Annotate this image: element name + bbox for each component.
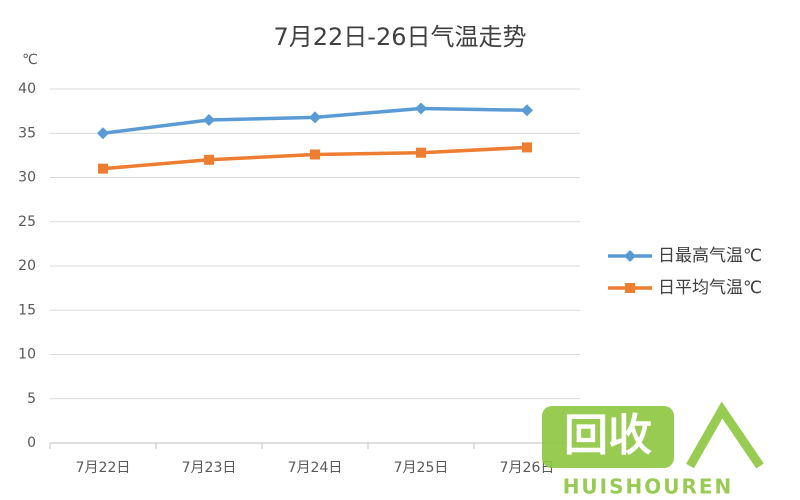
y-tick-label: 30 bbox=[18, 170, 36, 186]
x-tick-label: 7月26日 bbox=[500, 460, 555, 476]
watermark-icon bbox=[686, 401, 764, 469]
point bbox=[625, 283, 635, 293]
x-tick-label: 7月22日 bbox=[76, 460, 131, 476]
chart-title: 7月22日-26日气温走势 bbox=[273, 23, 526, 51]
x-tick-label: 7月24日 bbox=[288, 460, 343, 476]
point bbox=[522, 142, 532, 153]
point bbox=[415, 102, 427, 115]
y-unit: ℃ bbox=[22, 52, 38, 68]
point bbox=[310, 149, 320, 160]
y-tick-label: 20 bbox=[18, 258, 36, 274]
point bbox=[624, 250, 636, 262]
y-tick-label: 35 bbox=[18, 125, 36, 141]
y-tick-label: 5 bbox=[27, 391, 36, 407]
legend-label: 日平均气温℃ bbox=[658, 278, 762, 298]
watermark-title: 回收 bbox=[564, 410, 652, 461]
point bbox=[98, 163, 108, 174]
point bbox=[97, 127, 109, 140]
y-tick-label: 0 bbox=[27, 435, 36, 451]
point bbox=[521, 104, 533, 117]
y-tick-label: 25 bbox=[18, 214, 36, 230]
watermark-box bbox=[542, 406, 674, 468]
point bbox=[416, 147, 426, 158]
point bbox=[203, 113, 215, 126]
x-tick-label: 7月23日 bbox=[182, 460, 237, 476]
y-tick-label: 40 bbox=[18, 81, 36, 97]
legend-label: 日最高气温℃ bbox=[658, 246, 762, 266]
point bbox=[309, 111, 321, 124]
point bbox=[204, 154, 214, 165]
x-tick-label: 7月25日 bbox=[394, 460, 449, 476]
watermark-caption: HUISHOUREN bbox=[563, 475, 734, 499]
y-tick-label: 15 bbox=[18, 302, 36, 318]
y-tick-label: 10 bbox=[18, 347, 36, 363]
watermark: 回收 HUISHOUREN bbox=[542, 401, 764, 499]
